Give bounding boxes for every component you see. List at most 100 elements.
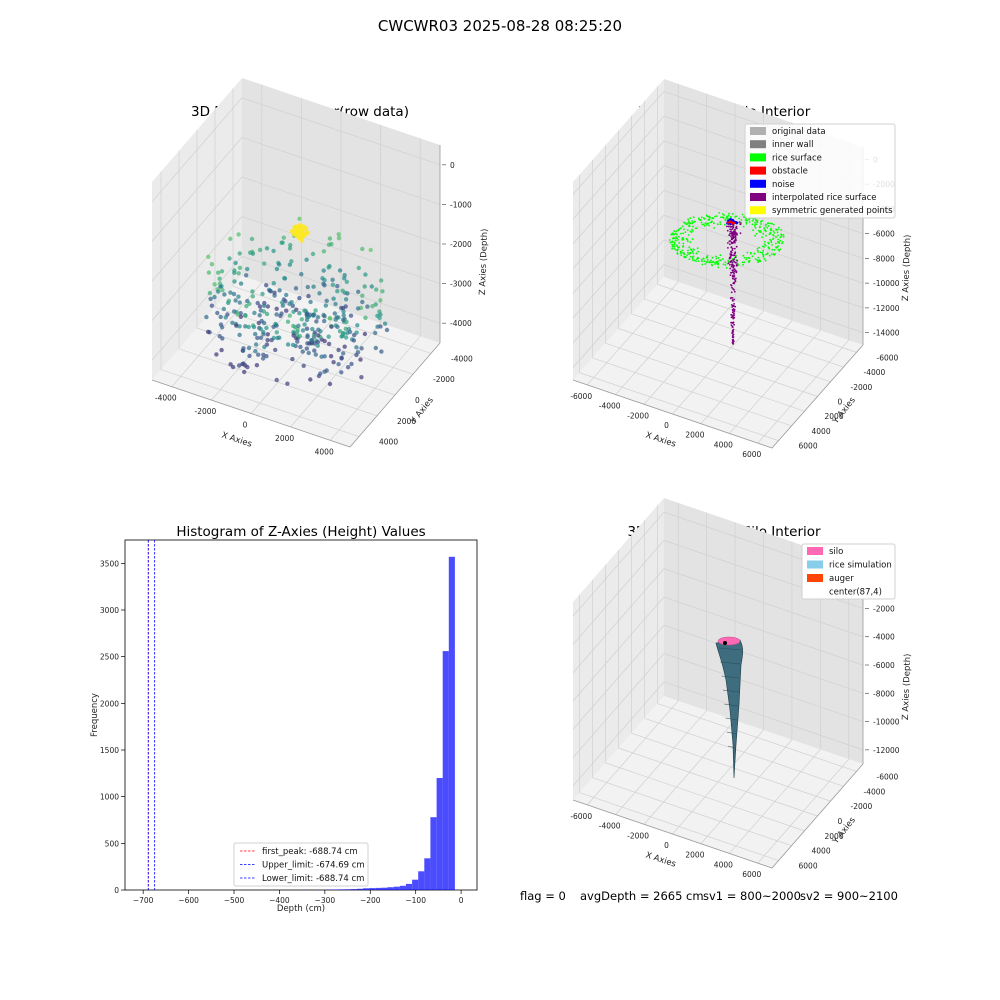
simulation-x-axis-label: X Axies	[644, 850, 677, 869]
scatter-point	[330, 282, 336, 287]
rice-surface-point	[762, 232, 764, 235]
rice-surface-point	[752, 220, 754, 222]
rice-surface-point	[705, 256, 708, 258]
scatter-point	[237, 332, 242, 338]
rice-surface-point	[767, 246, 770, 249]
scatter-point	[332, 311, 337, 316]
rice-surface-point	[674, 239, 677, 242]
rice-surface-point	[693, 259, 696, 262]
scatter-point	[238, 281, 244, 286]
rice-surface-point	[691, 222, 694, 225]
rice-surface-point	[673, 241, 676, 244]
interpolated-point	[739, 232, 742, 235]
scatter-point	[206, 254, 211, 259]
rice-surface-point	[686, 229, 689, 232]
rice-surface-point	[765, 234, 767, 237]
scatter-point	[297, 311, 302, 316]
legend-label: silo	[829, 547, 843, 557]
scatter-point	[246, 324, 251, 330]
rice-surface-point	[689, 248, 692, 251]
interpolated-point	[732, 230, 735, 233]
interpolated-point	[727, 225, 730, 228]
scatter-point	[360, 246, 365, 252]
scatter-point	[335, 283, 340, 289]
center-marker	[723, 641, 727, 645]
scatter-point	[261, 309, 267, 314]
rice-surface-point	[778, 226, 780, 229]
scatter-point	[284, 292, 289, 298]
simulation-z-axis-label: Z Axies (Depth)	[901, 653, 913, 720]
rice-surface-point	[689, 255, 692, 258]
scatter-point	[207, 290, 213, 296]
scatter-point	[312, 330, 318, 335]
floor-gridline	[178, 348, 378, 417]
raw-3d-plot: 3D Plot of Silo Interior(row data) -4000…	[151, 78, 490, 456]
rice-surface-point	[671, 244, 674, 247]
histogram-bar	[424, 858, 431, 890]
rice-surface-point	[751, 255, 754, 258]
rice-surface-point	[706, 259, 709, 261]
rice-surface-point	[683, 221, 685, 224]
floor-gridline	[644, 298, 844, 368]
scatter-point	[285, 319, 291, 324]
rice-surface-point	[778, 242, 781, 245]
scatter-point	[322, 338, 327, 344]
simulation-3d-plot: 3D simulation of Silo Interior -6000-400…	[570, 498, 913, 879]
rice-surface-point	[707, 222, 710, 225]
scatter-point	[237, 300, 242, 305]
rice-surface-point	[765, 223, 767, 226]
y-tick-label: 2000	[100, 699, 119, 708]
rice-surface-point	[771, 222, 773, 225]
scatter-point	[326, 334, 331, 339]
interpolated-point	[731, 275, 734, 278]
rice-surface-point	[763, 246, 765, 248]
rice-surface-point	[702, 223, 705, 226]
simulation-surface	[715, 636, 744, 779]
rice-surface-point	[673, 242, 676, 245]
scatter-point	[243, 313, 248, 318]
scatter-point	[231, 309, 237, 314]
rice-surface-point	[692, 216, 695, 219]
y-tick-label: -2000	[433, 375, 455, 384]
wall-gridline	[572, 624, 864, 730]
rice-surface-point	[753, 252, 756, 255]
rice-surface-point	[743, 261, 746, 264]
rice-surface-point	[719, 221, 722, 224]
rice-surface-point	[776, 246, 779, 249]
scatter-point	[347, 329, 353, 335]
interpolated-point	[729, 253, 732, 255]
status-avg-depth: avgDepth = 2665 cm	[580, 889, 704, 903]
scatter-point	[354, 345, 359, 350]
scatter-point	[362, 331, 368, 337]
rice-surface-point	[756, 249, 759, 252]
rice-surface-point	[761, 245, 764, 248]
rice-surface-point	[741, 261, 744, 264]
rice-surface-point	[754, 258, 757, 260]
scatter-point	[341, 309, 346, 314]
histogram-bar	[369, 888, 376, 890]
x-tick-label: 2000	[275, 434, 294, 443]
z-tick-label: -4000	[873, 633, 895, 642]
x-tick-label: -6000	[570, 392, 592, 401]
y-tick-label: 2000	[825, 832, 844, 841]
rice-surface-point	[705, 214, 708, 217]
interpolated-point	[733, 260, 735, 263]
scatter-point	[298, 233, 303, 238]
scatter-point	[330, 277, 335, 282]
scatter-point	[382, 321, 388, 326]
interpolated-point	[733, 310, 736, 313]
x-tick-label: 6000	[742, 450, 761, 459]
scatter-point	[295, 339, 300, 344]
x-tick-label: −600	[178, 896, 199, 905]
z-tick-label: -2000	[873, 604, 895, 613]
interpolated-point	[734, 279, 737, 281]
rice-surface-point	[780, 235, 783, 237]
y-tick-label: 1500	[100, 746, 119, 755]
rice-surface-point	[703, 260, 706, 262]
interpolated-point	[736, 264, 738, 267]
scatter-point	[368, 247, 373, 253]
interpolated-point	[730, 316, 733, 319]
rice-surface-point	[759, 251, 762, 254]
rice-surface-point	[756, 220, 758, 223]
scatter-point	[237, 251, 242, 256]
